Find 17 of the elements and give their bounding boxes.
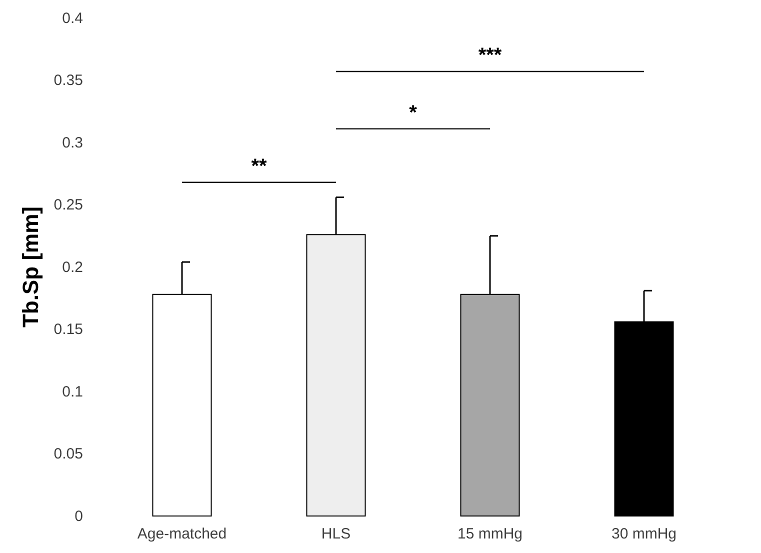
- y-tick-label: 0.15: [54, 321, 83, 338]
- y-tick-label: 0.35: [54, 72, 83, 90]
- y-tick-label: 0.2: [62, 258, 83, 276]
- x-tick-label: HLS: [321, 526, 351, 543]
- annotation: **: [251, 155, 267, 178]
- y-tick-label: 0.4: [62, 10, 83, 27]
- y-tick-label: 0.05: [54, 446, 83, 463]
- x-tick-label: Age-matched: [137, 526, 227, 543]
- y-tick-label: 0.25: [54, 196, 83, 214]
- x-tick-label: 15 mmHg: [457, 526, 523, 543]
- y-tick-label: 0.1: [62, 383, 83, 400]
- y-axis-title: Tb.Sp [mm]: [18, 206, 43, 328]
- annotation: *: [409, 102, 418, 124]
- y-tick-label: 0: [74, 508, 83, 525]
- annotation: ***: [478, 44, 502, 67]
- y-tick-label: 0.3: [62, 134, 83, 152]
- x-tick-label: 30 mmHg: [611, 526, 677, 543]
